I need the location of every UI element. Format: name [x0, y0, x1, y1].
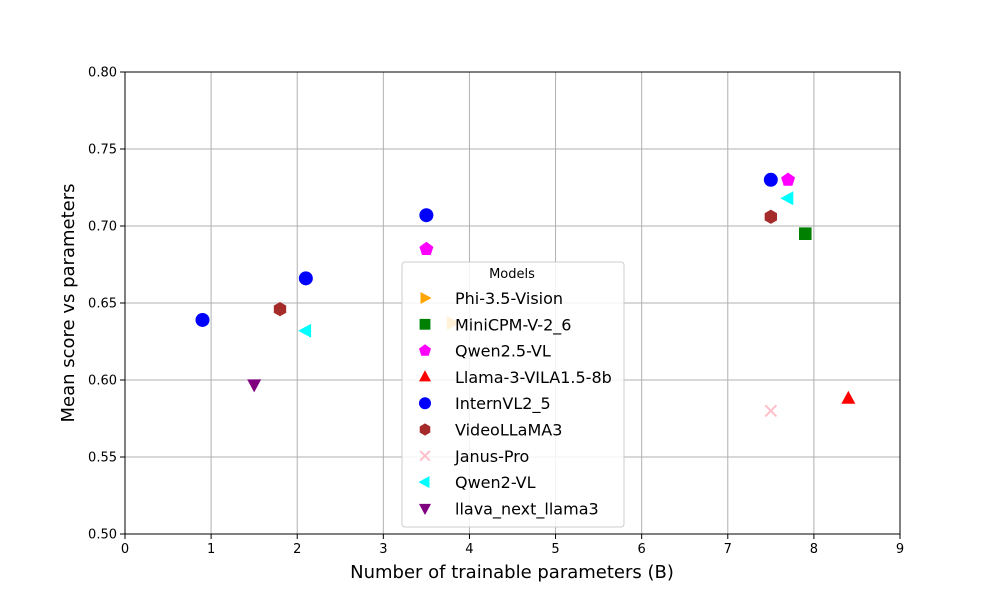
legend-label-llama-3-vila1-5-8b: Llama-3-VILA1.5-8b [455, 368, 612, 387]
y-tick-label: 0.60 [88, 374, 117, 389]
x-tick-label: 8 [810, 542, 818, 557]
point-qwen2-5-vl [781, 172, 796, 186]
x-tick-label: 4 [465, 542, 473, 557]
point-internvl2-5 [298, 271, 313, 286]
legend-marker-llava-next-llama3 [419, 503, 431, 515]
point-videollama3 [273, 302, 287, 317]
y-axis-title: Mean score vs parameters [58, 183, 79, 422]
y-tick-label: 0.65 [88, 297, 117, 312]
y-tick-label: 0.80 [88, 66, 117, 81]
legend-label-videollama3: VideoLLaMA3 [455, 421, 562, 440]
legend-marker-minicpm-v-2-6 [419, 318, 431, 330]
point-llama-3-vila1-5-8b [841, 390, 856, 404]
point-minicpm-v-2-6 [798, 227, 812, 240]
point-internvl2-5 [763, 172, 778, 187]
point-janus-pro [764, 404, 778, 418]
legend-label-qwen2-5-vl: Qwen2.5-VL [455, 342, 551, 361]
x-axis-title: Number of trainable parameters (B) [350, 562, 674, 583]
axis-ticks: 0 1 2 3 4 5 6 7 8 9 0.50 0.55 0.60 0.65 0.70 0.75 0.80 [88, 66, 904, 558]
y-tick-label: 0.75 [88, 143, 117, 158]
y-tick-label: 0.55 [88, 451, 117, 466]
y-tick-label: 0.50 [88, 528, 117, 543]
x-tick-label: 1 [207, 542, 215, 557]
legend-marker-phi-3-5-vision [420, 292, 432, 304]
x-tick-label: 7 [724, 542, 732, 557]
data-points [195, 172, 856, 418]
legend-marker-qwen2-5-vl [419, 344, 431, 356]
legend-marker-llama-3-vila1-5-8b [419, 370, 431, 382]
legend-label-janus-pro: Janus-Pro [454, 447, 529, 466]
x-tick-label: 0 [121, 542, 129, 557]
legend-label-llava-next-llama3: llava_next_llama3 [455, 499, 599, 519]
legend-label-internvl2-5: InternVL2_5 [455, 394, 551, 414]
point-internvl2-5 [195, 312, 210, 327]
legend-label-minicpm-v-2-6: MiniCPM-V-2_6 [455, 315, 571, 335]
x-tick-label: 3 [379, 542, 387, 557]
legend-marker-internvl2-5 [419, 397, 431, 410]
x-tick-label: 6 [638, 542, 646, 557]
point-internvl2-5 [419, 208, 434, 223]
y-tick-label: 0.70 [88, 220, 117, 235]
legend-title: Models [489, 267, 535, 282]
point-qwen2-vl [298, 323, 312, 338]
legend-label-qwen2-vl: Qwen2-VL [455, 473, 536, 492]
legend-marker-qwen2-vl [418, 476, 430, 489]
x-tick-label: 2 [293, 542, 301, 557]
point-llava-next-llama3 [247, 379, 262, 393]
legend-label-phi-3-5-vision: Phi-3.5-Vision [455, 289, 563, 308]
legend-box [401, 261, 625, 528]
legend-entries: Phi-3.5-Vision MiniCPM-V-2_6 Qwen2.5-VL Lla… [418, 289, 612, 519]
point-qwen2-5-vl [419, 241, 434, 256]
x-tick-label: 5 [551, 542, 559, 557]
legend-marker-janus-pro [419, 450, 431, 462]
x-tick-label: 9 [896, 542, 904, 557]
point-qwen2-vl [780, 191, 794, 206]
legend: Models Phi-3.5-Vision MiniCPM-V-2_6 Qwen2.… [401, 261, 625, 528]
legend-marker-videollama3 [419, 423, 431, 436]
point-videollama3 [764, 209, 778, 224]
